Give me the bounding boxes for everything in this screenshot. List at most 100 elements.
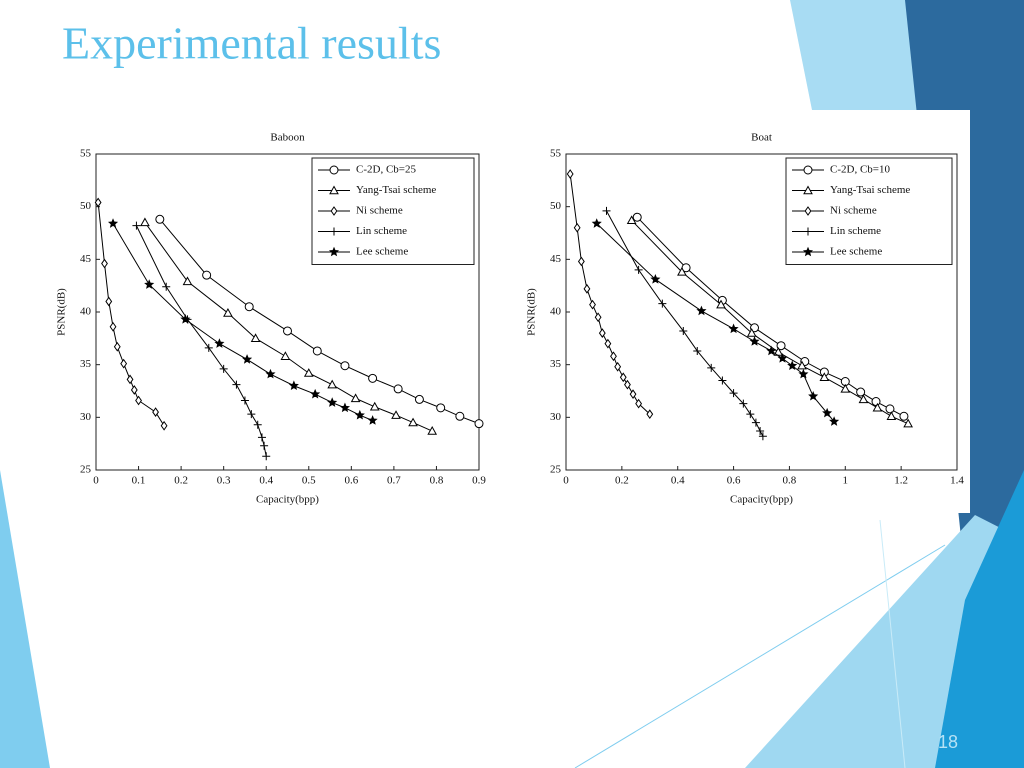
- marker: [260, 441, 269, 450]
- x-tick-label: 0: [563, 475, 569, 487]
- marker: [242, 354, 253, 364]
- marker: [107, 218, 119, 228]
- marker: [262, 452, 271, 461]
- marker: [677, 266, 687, 276]
- marker: [126, 374, 134, 385]
- marker: [829, 416, 840, 426]
- marker: [474, 419, 484, 429]
- marker: [787, 360, 798, 371]
- marker: [626, 215, 637, 225]
- marker: [798, 368, 809, 379]
- marker: [204, 343, 213, 352]
- legend-label: Lin scheme: [356, 225, 407, 237]
- marker: [635, 398, 643, 409]
- x-tick-label: 0.2: [174, 475, 188, 487]
- marker: [602, 206, 611, 215]
- y-tick-label: 45: [550, 253, 562, 265]
- legend-label: Lin scheme: [830, 225, 881, 237]
- y-tick-label: 55: [80, 148, 92, 160]
- page-number: 18: [938, 732, 958, 752]
- marker: [886, 411, 897, 420]
- marker: [180, 314, 191, 324]
- marker: [619, 372, 627, 383]
- decor: [574, 544, 946, 768]
- marker: [822, 407, 833, 418]
- marker: [140, 217, 150, 227]
- marker: [109, 321, 117, 332]
- marker: [693, 346, 702, 355]
- slide-title: Experimental results: [62, 18, 441, 69]
- marker: [354, 409, 365, 420]
- marker: [244, 302, 254, 312]
- legend-marker: [802, 246, 814, 257]
- legend-marker: [803, 165, 813, 175]
- marker: [152, 407, 159, 417]
- decor: [879, 519, 906, 768]
- legend-marker: [328, 246, 340, 257]
- marker: [283, 326, 292, 336]
- marker: [777, 353, 788, 363]
- marker: [589, 299, 596, 310]
- marker: [739, 399, 748, 408]
- x-axis-label: Capacity(bpp): [730, 494, 793, 506]
- marker: [436, 403, 446, 413]
- legend-marker: [329, 165, 339, 175]
- marker: [797, 360, 807, 370]
- marker: [583, 283, 591, 294]
- marker: [766, 345, 777, 356]
- y-tick-label: 50: [80, 200, 92, 212]
- legend-label: Ni scheme: [830, 205, 877, 217]
- legend-label: Lee scheme: [830, 246, 882, 258]
- x-tick-label: 0.8: [430, 475, 444, 487]
- marker: [679, 326, 688, 335]
- x-tick-label: 0.7: [387, 475, 401, 487]
- marker: [632, 212, 642, 222]
- marker: [369, 401, 380, 411]
- marker: [247, 410, 256, 419]
- marker: [393, 384, 403, 394]
- marker: [144, 279, 155, 289]
- legend-marker: [330, 227, 338, 236]
- marker: [885, 404, 895, 414]
- marker: [427, 425, 438, 435]
- marker: [604, 338, 612, 349]
- marker: [288, 380, 299, 391]
- marker: [253, 420, 262, 429]
- marker: [162, 282, 171, 291]
- marker: [219, 364, 228, 373]
- y-tick-label: 40: [80, 306, 92, 318]
- marker: [223, 308, 233, 317]
- charts: Baboon Capacity(bpp) PSNR(dB) 0 0.1 0.2 0.3 0.4…: [56, 132, 965, 506]
- x-tick-label: 0.6: [344, 475, 358, 487]
- y-axis-label: PSNR(dB): [526, 288, 538, 336]
- y-tick-label: 35: [80, 358, 92, 370]
- marker: [758, 432, 767, 441]
- legend-label: C-2D, Cb=25: [356, 164, 416, 176]
- x-tick-label: 0.8: [783, 475, 797, 487]
- y-tick-label: 45: [80, 253, 92, 265]
- marker: [624, 379, 631, 390]
- y-tick-label: 30: [550, 411, 562, 423]
- marker: [629, 389, 637, 400]
- marker: [756, 427, 765, 436]
- x-tick-label: 0.5: [302, 475, 316, 487]
- legend-label: C-2D, Cb=10: [830, 164, 890, 176]
- marker: [113, 341, 121, 352]
- marker: [135, 395, 142, 406]
- marker: [455, 411, 465, 421]
- decor: [0, 470, 50, 768]
- marker: [776, 341, 786, 351]
- marker: [566, 169, 574, 179]
- marker: [257, 433, 266, 442]
- x-tick-label: 0.9: [472, 475, 486, 487]
- marker: [265, 368, 276, 379]
- marker: [594, 312, 602, 323]
- marker: [573, 222, 581, 233]
- marker: [729, 389, 738, 398]
- y-tick-label: 25: [550, 464, 562, 476]
- marker: [696, 305, 707, 316]
- marker: [819, 372, 830, 382]
- marker: [280, 351, 291, 360]
- marker: [808, 390, 819, 401]
